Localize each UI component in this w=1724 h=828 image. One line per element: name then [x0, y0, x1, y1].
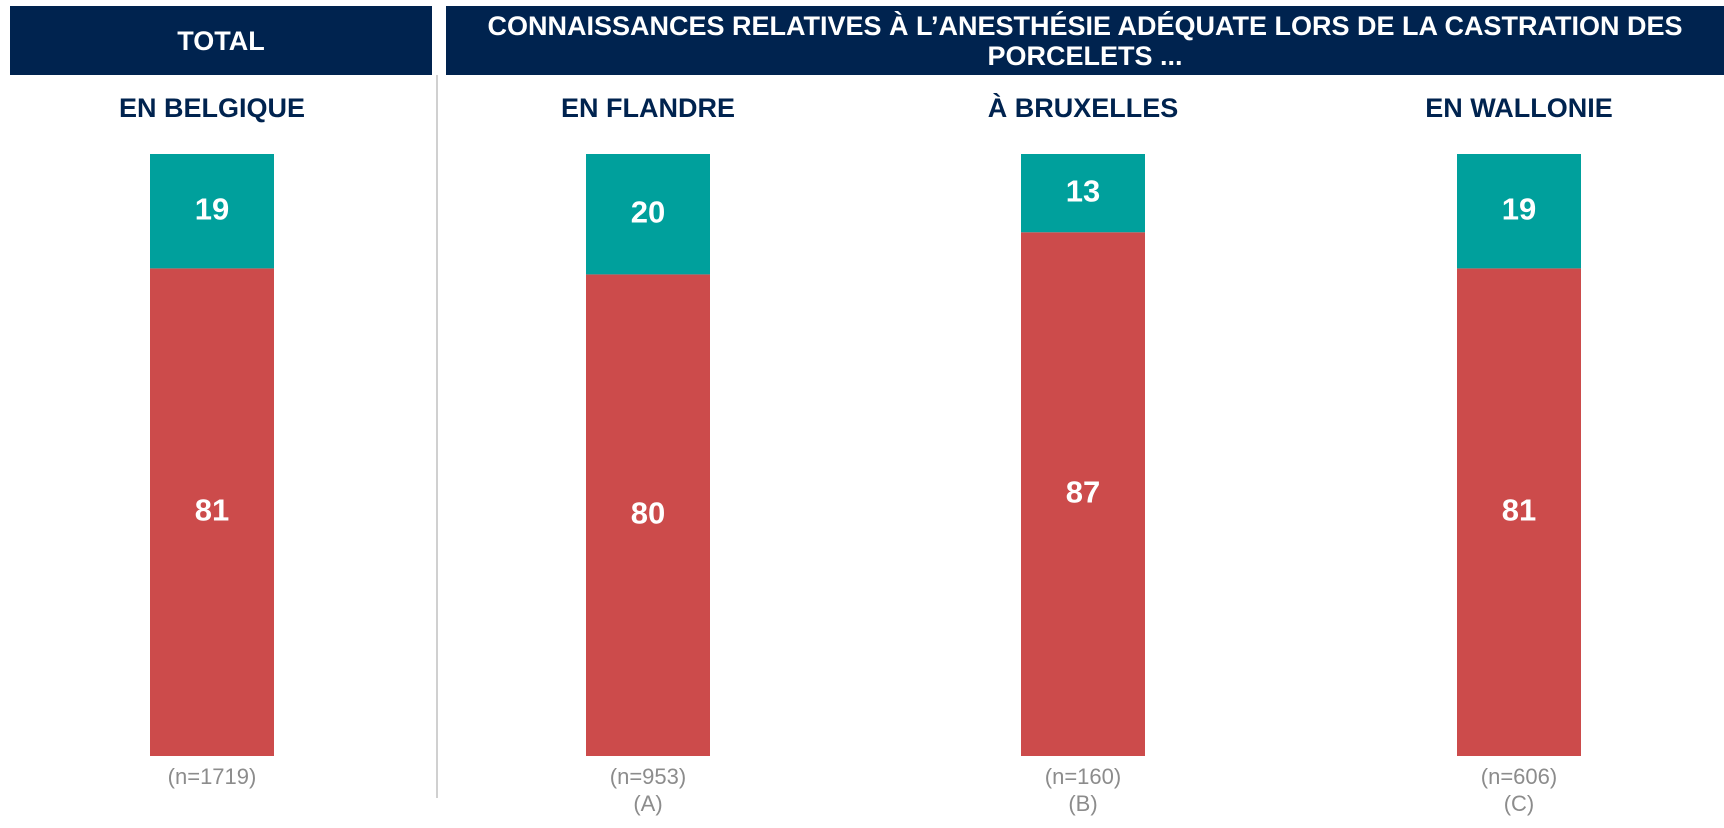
data-label: 19 — [1502, 191, 1536, 226]
total-header: TOTAL — [10, 6, 432, 75]
group-letter: (C) — [1504, 791, 1535, 816]
bar-segment — [586, 274, 710, 756]
data-label: 81 — [1502, 492, 1536, 527]
group-letter: (A) — [633, 791, 662, 816]
bar-segment — [1021, 232, 1145, 756]
bar-segment — [586, 154, 710, 275]
sample-size: (n=160) — [1045, 764, 1121, 789]
chart-title: CONNAISSANCES RELATIVES À L’ANESTHÉSIE A… — [446, 6, 1724, 75]
sample-size: (n=606) — [1481, 764, 1557, 789]
data-label: 80 — [631, 495, 665, 530]
bar-segment — [1457, 268, 1581, 756]
data-label: 87 — [1066, 474, 1100, 509]
category-label: EN BELGIQUE — [119, 93, 305, 123]
data-label: 20 — [631, 194, 665, 229]
bar-segment — [1021, 154, 1145, 233]
category-label: À BRUXELLES — [988, 92, 1179, 123]
data-label: 13 — [1066, 173, 1100, 208]
category-label: EN WALLONIE — [1425, 93, 1613, 123]
data-label: 19 — [195, 191, 229, 226]
group-letter: (B) — [1068, 791, 1097, 816]
bar-segment — [150, 268, 274, 756]
sample-size: (n=953) — [610, 764, 686, 789]
category-label: EN FLANDRE — [561, 93, 735, 123]
bar-segment — [1457, 154, 1581, 269]
data-label: 81 — [195, 492, 229, 527]
bar-segment — [150, 154, 274, 269]
sample-size: (n=1719) — [168, 764, 257, 789]
